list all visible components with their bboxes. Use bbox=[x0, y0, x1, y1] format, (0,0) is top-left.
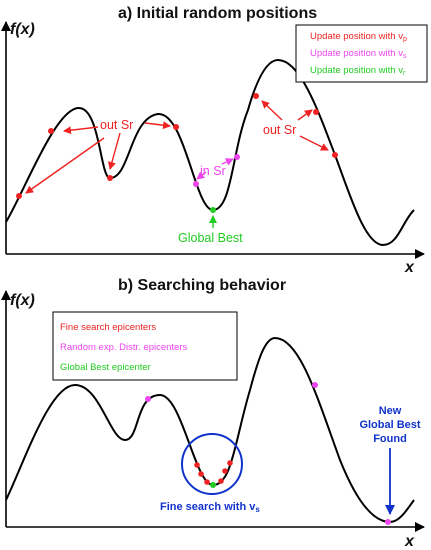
point-green bbox=[210, 482, 216, 488]
label-new-best-1: New bbox=[379, 405, 402, 417]
point-red bbox=[173, 124, 179, 130]
label-out-sr-left: out Sr bbox=[100, 118, 133, 132]
point-green bbox=[210, 207, 216, 213]
panel-a-legend-item-1: Update position with vp bbox=[310, 31, 407, 43]
fine-search-circle bbox=[181, 433, 243, 495]
label-new-best-3: Found bbox=[373, 433, 407, 445]
point-red bbox=[16, 193, 22, 199]
arrow-out-sr-5 bbox=[261, 100, 283, 121]
point-magenta bbox=[193, 181, 199, 187]
panel-b-legend-item-1: Fine search epicenters bbox=[60, 322, 156, 333]
panel-a-curve bbox=[5, 58, 415, 247]
point-red bbox=[227, 460, 233, 466]
label-out-sr-right: out Sr bbox=[263, 123, 296, 137]
point-red bbox=[218, 478, 224, 484]
panel-b-legend-item-2: Random exp. Distr. epicenters bbox=[60, 342, 188, 353]
panel-a: a) Initial random positions f(x) x Updat… bbox=[0, 5, 428, 276]
panel-b: b) Searching behavior f(x) x Fine search… bbox=[0, 277, 425, 550]
panel-a-legend-item-3: Update position with vr bbox=[310, 65, 406, 77]
arrow-out-sr-4 bbox=[25, 137, 105, 194]
panel-b-legend-item-3: Global Best epicenter bbox=[60, 362, 151, 373]
panel-b-title: b) Searching behavior bbox=[118, 277, 286, 294]
point-red bbox=[332, 152, 338, 158]
panel-b-y-axis-label: f(x) bbox=[10, 292, 35, 309]
point-red bbox=[313, 109, 319, 115]
panel-a-legend-item-2: Update position with vs bbox=[310, 48, 407, 60]
arrow-out-sr-7 bbox=[299, 135, 329, 151]
panel-b-legend bbox=[52, 311, 238, 381]
point-red bbox=[222, 468, 228, 474]
panel-a-title: a) Initial random positions bbox=[118, 5, 317, 22]
point-magenta bbox=[234, 154, 240, 160]
point-red bbox=[107, 175, 113, 181]
panel-a-legend bbox=[295, 24, 428, 83]
arrow-out-sr-2 bbox=[108, 132, 121, 170]
panel-b-curve bbox=[5, 336, 415, 524]
arrow-out-sr-1 bbox=[63, 126, 99, 135]
panel-b-x-axis-label: x bbox=[404, 533, 415, 550]
point-red bbox=[194, 462, 200, 468]
arrow-in-sr-1 bbox=[221, 158, 234, 166]
arrow-out-sr-6 bbox=[297, 109, 313, 121]
panel-a-x-axis-label: x bbox=[404, 259, 415, 276]
label-in-sr: in Sr bbox=[200, 164, 226, 178]
point-red bbox=[198, 471, 204, 477]
arrow-out-sr-3 bbox=[144, 121, 171, 130]
label-global-best: Global Best bbox=[178, 231, 243, 245]
point-magenta bbox=[312, 382, 318, 388]
arrow-in-sr-2 bbox=[196, 171, 207, 180]
point-magenta bbox=[385, 519, 391, 525]
point-red bbox=[48, 128, 54, 134]
point-magenta bbox=[145, 396, 151, 402]
point-red bbox=[253, 93, 259, 99]
point-red bbox=[204, 479, 210, 485]
panel-a-y-axis-label: f(x) bbox=[10, 21, 35, 38]
label-new-best-2: Global Best bbox=[359, 419, 420, 431]
label-fine-search: Fine search with vs bbox=[160, 501, 260, 514]
